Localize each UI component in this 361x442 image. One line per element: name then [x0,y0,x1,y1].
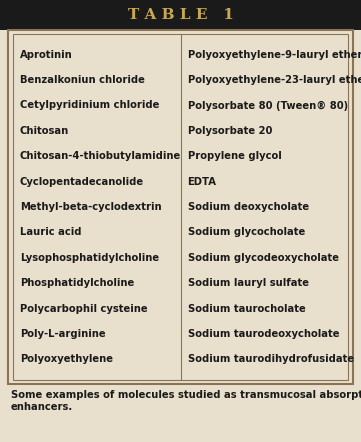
Text: Chitosan-4-thiobutylamidine: Chitosan-4-thiobutylamidine [20,151,181,161]
Text: Aprotinin: Aprotinin [20,50,73,60]
Text: Sodium deoxycholate: Sodium deoxycholate [187,202,309,212]
Text: Propylene glycol: Propylene glycol [187,151,281,161]
Bar [13,34,348,380]
Text: Sodium glycocholate: Sodium glycocholate [187,227,305,237]
Text: Methyl-beta-cyclodextrin: Methyl-beta-cyclodextrin [20,202,162,212]
Text: Benzalkoniun chloride: Benzalkoniun chloride [20,75,145,85]
Text: Polyoxyethylene-9-lauryl ether: Polyoxyethylene-9-lauryl ether [187,50,361,60]
Text: Cetylpyridinium chloride: Cetylpyridinium chloride [20,100,159,110]
Text: Polycarbophil cysteine: Polycarbophil cysteine [20,304,148,313]
Text: Sodium taurocholate: Sodium taurocholate [187,304,305,313]
Text: Sodium taurodihydrofusidate: Sodium taurodihydrofusidate [187,354,354,364]
Text: Lysophosphatidylcholine: Lysophosphatidylcholine [20,253,159,263]
Text: Sodium taurodeoxycholate: Sodium taurodeoxycholate [187,329,339,339]
Text: Some examples of molecules studied as transmucosal absorption
enhancers.: Some examples of molecules studied as tr… [11,390,361,412]
Text: T A B L E   1: T A B L E 1 [127,8,234,22]
Text: Polyoxyethylene-23-lauryl ether: Polyoxyethylene-23-lauryl ether [187,75,361,85]
Text: Polysorbate 20: Polysorbate 20 [187,126,272,136]
Bar [8,30,353,384]
Text: Chitosan: Chitosan [20,126,69,136]
Text: Poly-L-arginine: Poly-L-arginine [20,329,106,339]
Bar [0,0,361,30]
Text: Sodium glycodeoxycholate: Sodium glycodeoxycholate [187,253,339,263]
Text: Cyclopentadecanolide: Cyclopentadecanolide [20,177,144,187]
Text: Polysorbate 80 (Tween® 80): Polysorbate 80 (Tween® 80) [187,100,348,110]
Text: Sodium lauryl sulfate: Sodium lauryl sulfate [187,278,309,288]
Text: Polyoxyethylene: Polyoxyethylene [20,354,113,364]
Text: Lauric acid: Lauric acid [20,227,82,237]
Text: EDTA: EDTA [187,177,217,187]
Text: Phosphatidylcholine: Phosphatidylcholine [20,278,134,288]
